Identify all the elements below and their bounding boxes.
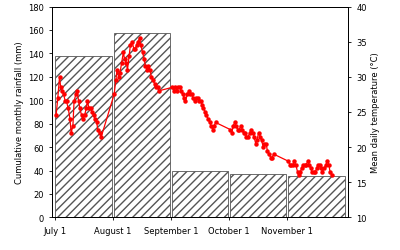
Bar xyxy=(56,56,112,218)
Y-axis label: Mean daily temperature (°C): Mean daily temperature (°C) xyxy=(371,52,380,173)
Bar xyxy=(172,171,228,218)
Bar xyxy=(230,174,286,218)
Bar xyxy=(288,177,344,218)
Bar xyxy=(114,34,170,218)
Y-axis label: Cumulative monthly rainfall (mm): Cumulative monthly rainfall (mm) xyxy=(15,42,24,184)
